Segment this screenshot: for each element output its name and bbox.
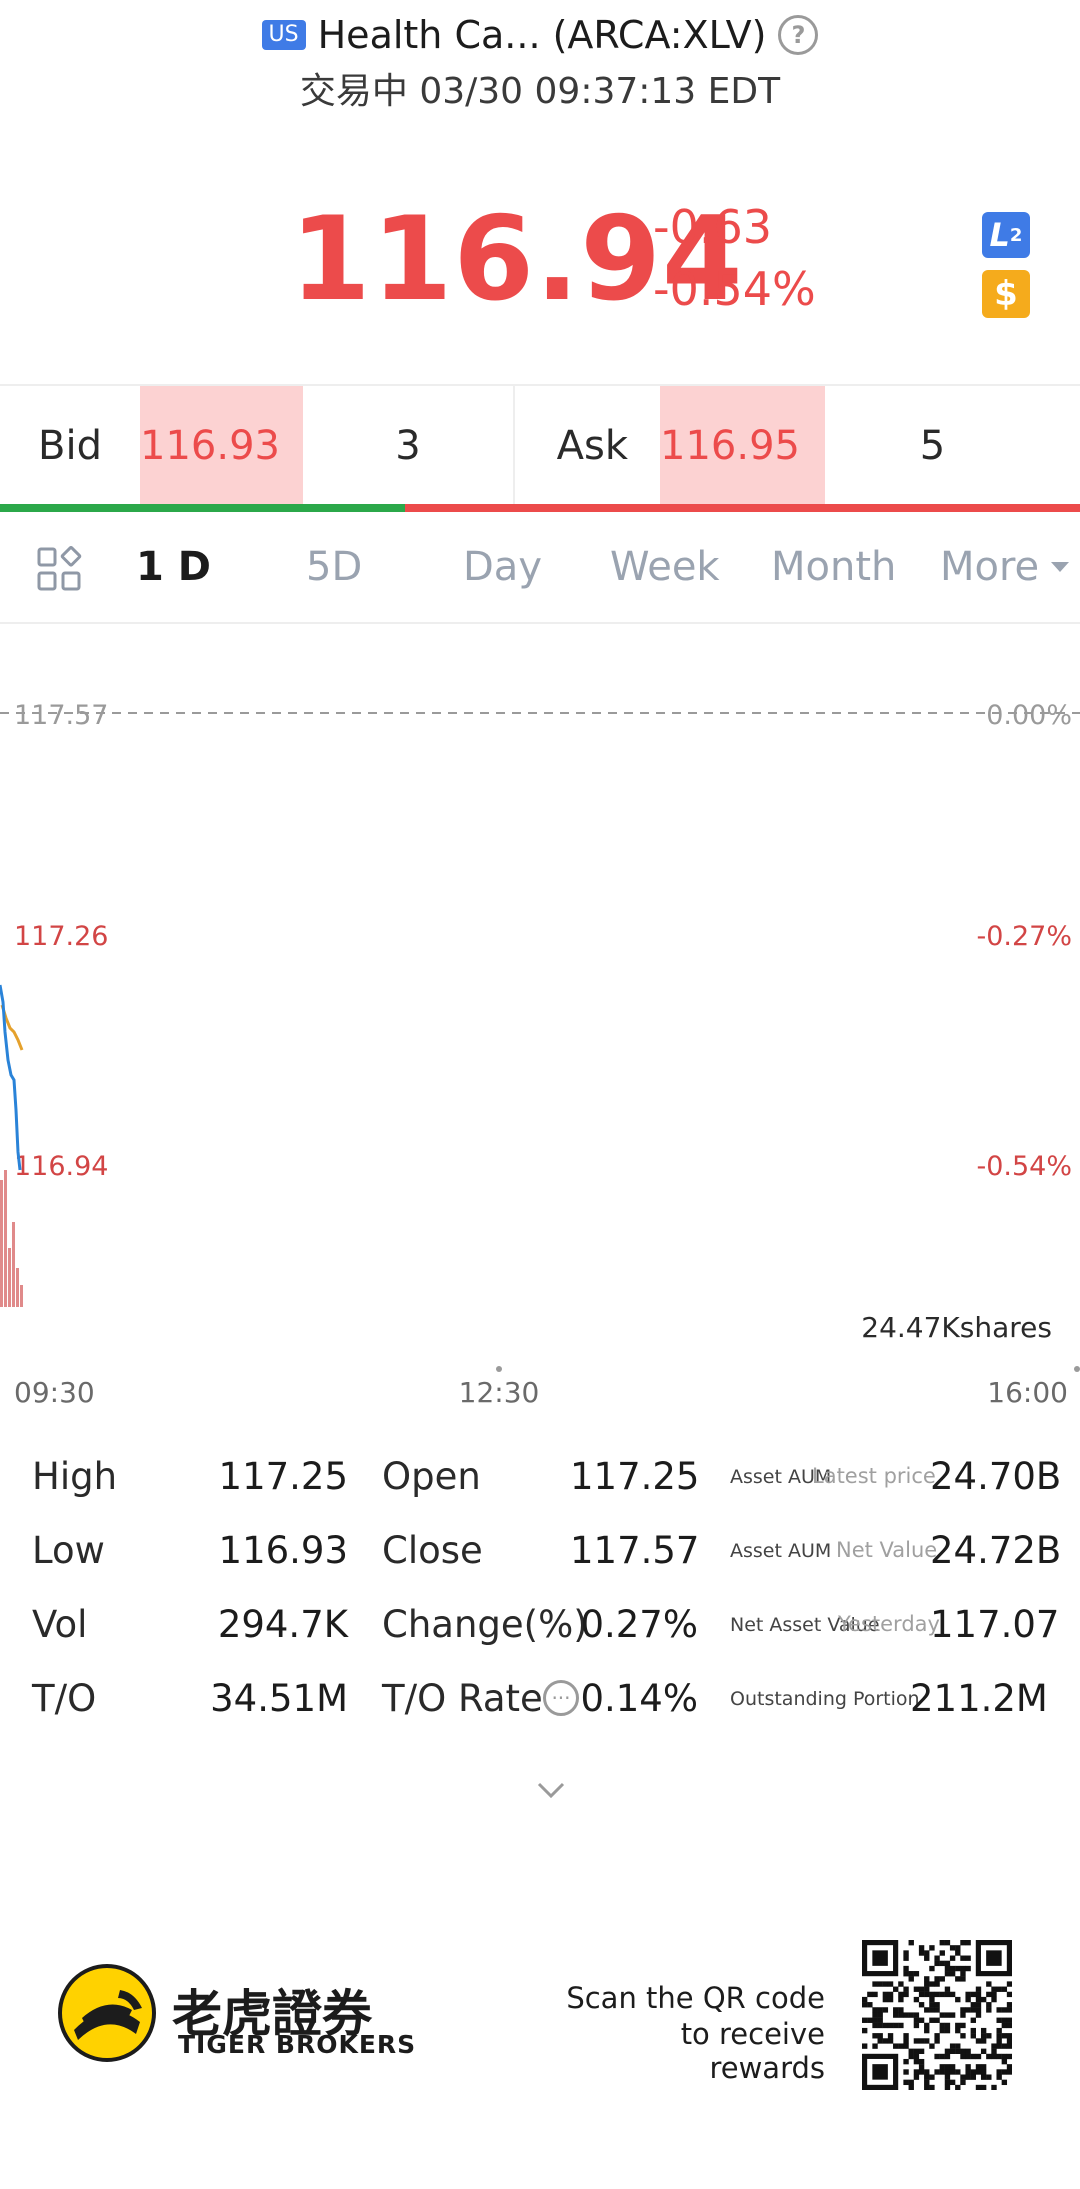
right-tick-mid: -0.27%	[976, 921, 1072, 952]
stat-close-value: 117.57	[570, 1529, 700, 1572]
bid-label: Bid	[38, 423, 102, 469]
stat-change-label: Change(%)	[382, 1603, 588, 1646]
stat-open-label: Open	[382, 1455, 481, 1498]
tiger-logo-icon	[58, 1964, 156, 2062]
tab-more[interactable]: More	[940, 512, 1071, 622]
time-label-open: 09:30	[14, 1376, 95, 1409]
bid-volume-bar	[0, 504, 405, 512]
tab-month[interactable]: Month	[771, 544, 897, 590]
ask-label: Ask	[556, 423, 628, 469]
stat-aum1-value: 24.70B	[930, 1455, 1062, 1498]
left-tick-bottom: 116.94	[14, 1151, 108, 1182]
help-icon[interactable]: ?	[778, 15, 819, 55]
ticker-title[interactable]: Health Ca... (ARCA:XLV)	[317, 13, 767, 57]
stat-outstanding-value: 211.2M	[910, 1677, 1048, 1720]
bid-price: 116.93	[140, 386, 303, 506]
bid-ask-divider	[513, 386, 515, 506]
volume-label: 24.47Kshares	[861, 1311, 1052, 1344]
qr-code-image	[862, 1940, 1012, 2090]
intraday-chart[interactable]: 117.57 0.00% 117.26 -0.27% 116.94 -0.54%…	[0, 640, 1080, 1410]
header-title-row: US Health Ca... (ARCA:XLV) ?	[0, 10, 1080, 60]
right-tick-top: 0.00%	[986, 700, 1072, 731]
time-label-close: 16:00	[987, 1376, 1068, 1409]
left-tick-mid: 117.26	[14, 921, 108, 952]
stat-close-label: Close	[382, 1529, 483, 1572]
ask-size: 5	[919, 423, 946, 469]
stat-open-value: 117.25	[570, 1455, 700, 1498]
stat-vol-value: 294.7K	[217, 1603, 348, 1646]
bid-size: 3	[395, 423, 421, 469]
brand-name-cn: 老虎證券	[172, 1985, 372, 2043]
tab-more-label: More	[940, 544, 1040, 590]
brand-name-en: TIGER BROKERS	[178, 2030, 417, 2059]
right-tick-bottom: -0.54%	[976, 1151, 1072, 1182]
stat-low-value: 116.93	[218, 1529, 348, 1572]
stat-outstanding-label: Outstanding Portion	[730, 1688, 920, 1710]
dollar-symbol: $	[994, 274, 1018, 314]
stat-high-label: High	[32, 1455, 118, 1498]
volume-bars	[0, 1170, 23, 1307]
stat-aum2-label: Asset AUM	[730, 1540, 832, 1562]
scan-line-1: Scan the QR code	[566, 1981, 825, 2015]
trading-status: 交易中 03/30 09:37:13 EDT	[299, 71, 781, 112]
price-change: -0.63	[653, 200, 773, 254]
stat-aum2-sub: Net Value	[836, 1538, 938, 1562]
last-price: 116.94	[290, 192, 744, 327]
caret-down-icon	[1051, 562, 1070, 572]
stat-to-value: 34.51M	[210, 1677, 348, 1720]
stat-torate-value: 0.14%	[580, 1677, 698, 1720]
price-line	[0, 984, 22, 1171]
left-tick-top: 117.57	[14, 700, 108, 731]
dollar-icon[interactable]: $	[982, 270, 1030, 318]
layout-grid-icon[interactable]	[36, 546, 82, 592]
tab-1d[interactable]: 1 D	[136, 544, 211, 590]
stat-torate-label: T/O Rate	[382, 1677, 543, 1720]
market-badge: US	[261, 20, 306, 50]
time-marker-dot	[1074, 1366, 1080, 1372]
stat-high-value: 117.25	[218, 1455, 348, 1498]
time-label-mid: 12:30	[459, 1376, 540, 1409]
scan-line-2: to receive rewards	[680, 2017, 825, 2085]
level2-letter: L	[989, 216, 1010, 254]
ask-price: 116.95	[660, 386, 825, 506]
expand-chevron-icon[interactable]	[536, 1775, 566, 1805]
stat-aum1-label: Asset AUM	[730, 1466, 832, 1488]
stat-aum2-value: 24.72B	[930, 1529, 1062, 1572]
level2-number: 2	[1009, 224, 1023, 246]
time-marker-dot	[496, 1366, 502, 1372]
stat-change-value: 0.27%	[580, 1603, 698, 1646]
stat-nav-sub: Yesterday	[838, 1612, 940, 1636]
more-info-icon[interactable]: ···	[543, 1680, 579, 1716]
stat-nav-value: 117.07	[930, 1603, 1060, 1646]
stat-vol-label: Vol	[32, 1603, 88, 1646]
stat-low-label: Low	[32, 1529, 105, 1572]
tab-5d[interactable]: 5D	[306, 544, 363, 590]
tab-week[interactable]: Week	[610, 544, 720, 590]
bid-ask-bar[interactable]: Bid 116.93 3 Ask 116.95 5	[0, 384, 1080, 506]
stat-aum1-sub: Latest price	[812, 1464, 936, 1488]
price-change-percent: -0.54%	[653, 262, 816, 316]
tab-day[interactable]: Day	[463, 544, 542, 590]
stat-nav-label: Net Asset Value	[730, 1614, 880, 1636]
stat-to-label: T/O	[32, 1677, 97, 1720]
period-tabs: 1 D 5D Day Week Month More	[0, 512, 1080, 624]
ask-volume-bar	[405, 504, 1080, 512]
